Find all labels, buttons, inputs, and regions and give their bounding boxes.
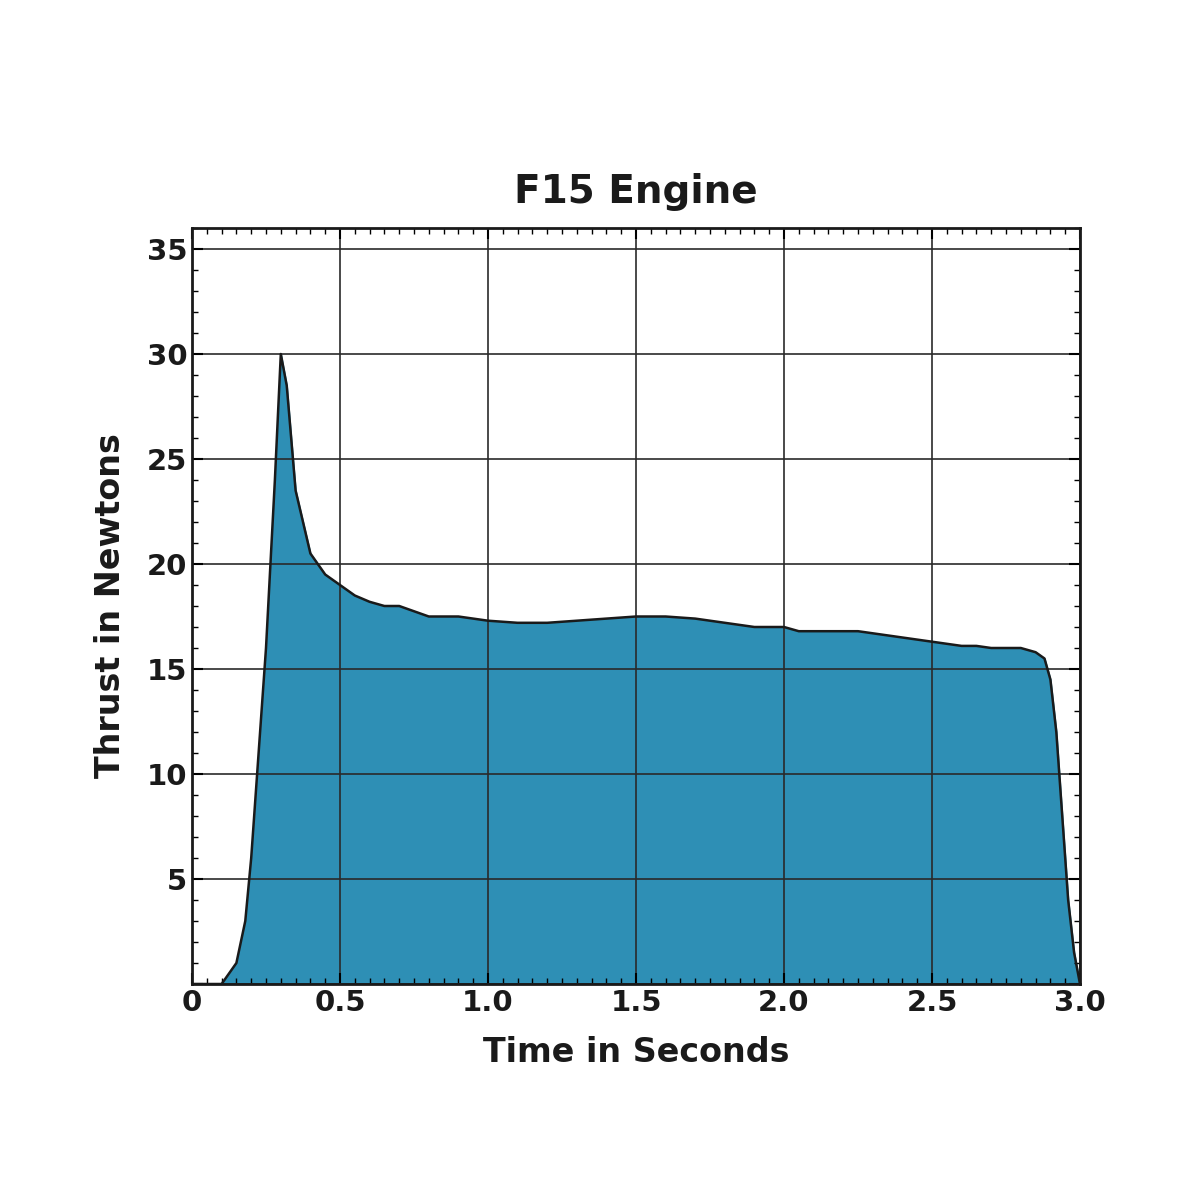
X-axis label: Time in Seconds: Time in Seconds [482,1037,790,1069]
Y-axis label: Thrust in Newtons: Thrust in Newtons [94,433,127,779]
Title: F15 Engine: F15 Engine [514,173,758,211]
